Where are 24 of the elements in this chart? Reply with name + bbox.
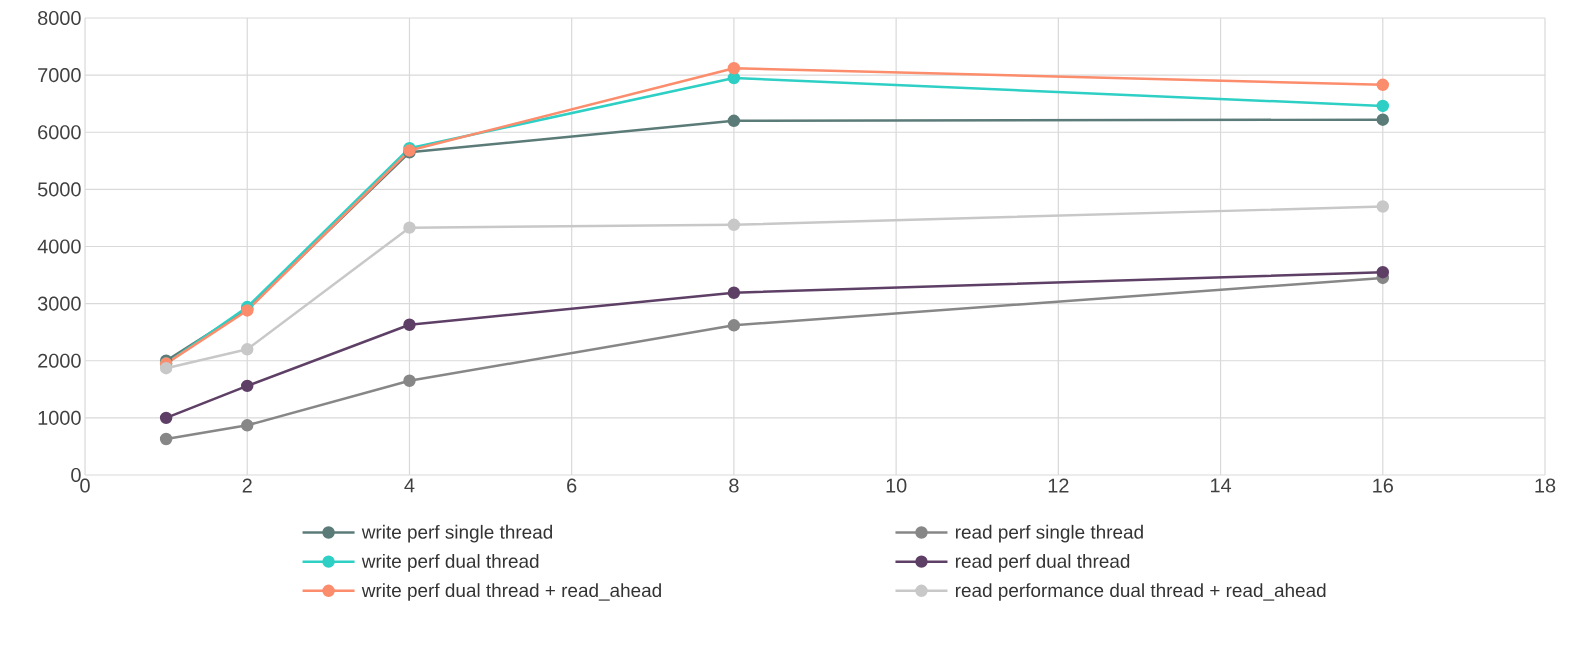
y-tick-label: 2000 [38,353,81,368]
y-tick-label: 6000 [38,125,81,140]
x-tick-label: 14 [1211,478,1232,493]
x-tick-label: 2 [242,478,252,493]
legend-label: write perf dual thread [361,554,539,572]
legend-label: read performance dual thread + read_ahead [955,583,1326,601]
x-tick-label: 16 [1373,478,1393,493]
y-tick-label: 4000 [37,239,81,254]
x-tick-label: 6 [567,478,577,493]
y-tick-label: 1000 [38,410,81,425]
legend-label: write perf dual thread + read_ahead [361,583,661,601]
x-tick-label: 4 [404,478,415,493]
y-tick-label: 0 [71,467,81,483]
x-tick-label: 10 [886,478,907,493]
legend-label: read perf dual thread [955,554,1130,572]
legend-label: write perf single thread [361,524,553,543]
x-tick-label: 18 [1535,478,1556,493]
legend-label: read perf single thread [955,524,1143,543]
y-tick-label: 7000 [38,68,81,83]
y-tick-label: 3000 [37,296,81,311]
y-tick-label: 5000 [37,182,81,197]
x-tick-label: 12 [1048,478,1069,493]
x-tick-label: 8 [729,478,739,493]
y-tick-label: 8000 [38,10,81,26]
